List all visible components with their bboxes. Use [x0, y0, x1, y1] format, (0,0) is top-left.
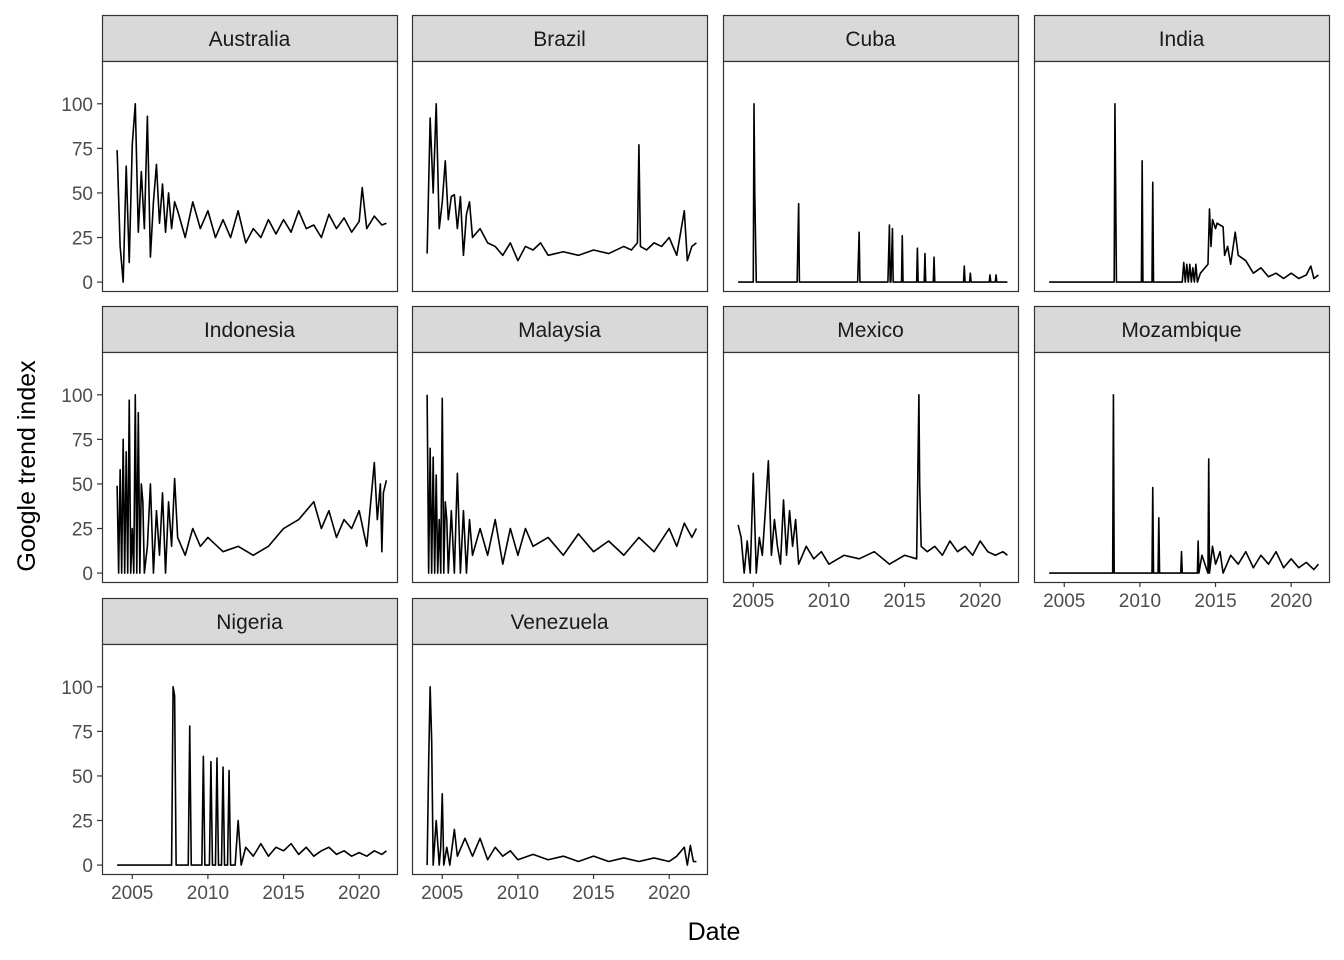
x-tick-label: 2015 [572, 883, 614, 904]
strip-label-indonesia: Indonesia [204, 319, 295, 342]
y-tick-label: 0 [82, 273, 93, 294]
x-tick-label: 2005 [111, 883, 153, 904]
y-tick-label: 75 [72, 430, 93, 451]
strip-brazil [411, 14, 709, 63]
panel-mozambique [1033, 351, 1331, 584]
strip-label-mozambique: Mozambique [1121, 319, 1241, 342]
strip-malaysia [411, 305, 709, 354]
x-axis-title: Date [688, 918, 741, 946]
x-tick-label: 2020 [959, 591, 1001, 612]
x-tick-label: 2010 [497, 883, 539, 904]
panel-australia [101, 60, 399, 293]
y-tick-label: 25 [72, 520, 93, 541]
x-tick-label: 2010 [187, 883, 229, 904]
x-tick-label: 2005 [732, 591, 774, 612]
x-tick-label: 2015 [883, 591, 925, 612]
y-tick-label: 75 [72, 139, 93, 160]
x-tick-label: 2015 [262, 883, 304, 904]
y-tick-label: 100 [61, 95, 93, 116]
x-tick-label: 2010 [808, 591, 850, 612]
series-line-nigeria [117, 685, 387, 866]
panel-cuba [722, 60, 1020, 293]
y-tick-label: 25 [72, 812, 93, 833]
y-axis-title: Google trend index [13, 360, 41, 572]
x-tick-label: 2005 [1043, 591, 1085, 612]
strip-india [1033, 14, 1331, 63]
panel-venezuela [411, 643, 709, 876]
series-line-malaysia [426, 394, 698, 574]
y-tick-label: 0 [82, 564, 93, 585]
y-tick-label: 0 [82, 856, 93, 877]
strip-label-india: India [1159, 28, 1205, 51]
strip-label-australia: Australia [209, 28, 291, 51]
series-line-mozambique [1049, 393, 1320, 574]
strip-label-venezuela: Venezuela [510, 611, 608, 634]
x-tick-label: 2020 [338, 883, 380, 904]
strip-cuba [722, 14, 1020, 63]
strip-label-cuba: Cuba [845, 28, 896, 51]
strip-nigeria [101, 597, 399, 646]
series-line-brazil [426, 102, 697, 262]
series-line-cuba [738, 102, 1008, 283]
strip-label-brazil: Brazil [533, 28, 586, 51]
y-tick-label: 100 [61, 386, 93, 407]
panel-malaysia [411, 351, 709, 584]
strip-australia [101, 14, 399, 63]
y-tick-label: 50 [72, 767, 93, 788]
panel-india [1033, 60, 1331, 293]
series-line-australia [116, 102, 387, 283]
panel-brazil [411, 60, 709, 293]
series-line-venezuela [426, 685, 697, 866]
panel-nigeria [101, 643, 399, 876]
strip-venezuela [411, 597, 709, 646]
x-tick-label: 2020 [648, 883, 690, 904]
x-tick-label: 2020 [1270, 591, 1312, 612]
strip-label-nigeria: Nigeria [216, 611, 283, 634]
y-tick-label: 75 [72, 722, 93, 743]
series-line-india [1049, 102, 1319, 283]
strip-label-mexico: Mexico [837, 319, 904, 342]
x-tick-label: 2015 [1194, 591, 1236, 612]
series-line-indonesia [116, 393, 388, 574]
strip-label-malaysia: Malaysia [518, 319, 601, 342]
y-tick-label: 50 [72, 475, 93, 496]
y-tick-label: 100 [61, 678, 93, 699]
y-tick-label: 25 [72, 229, 93, 250]
y-tick-label: 50 [72, 184, 93, 205]
x-tick-label: 2010 [1119, 591, 1161, 612]
series-line-mexico [737, 393, 1008, 574]
x-tick-label: 2005 [421, 883, 463, 904]
